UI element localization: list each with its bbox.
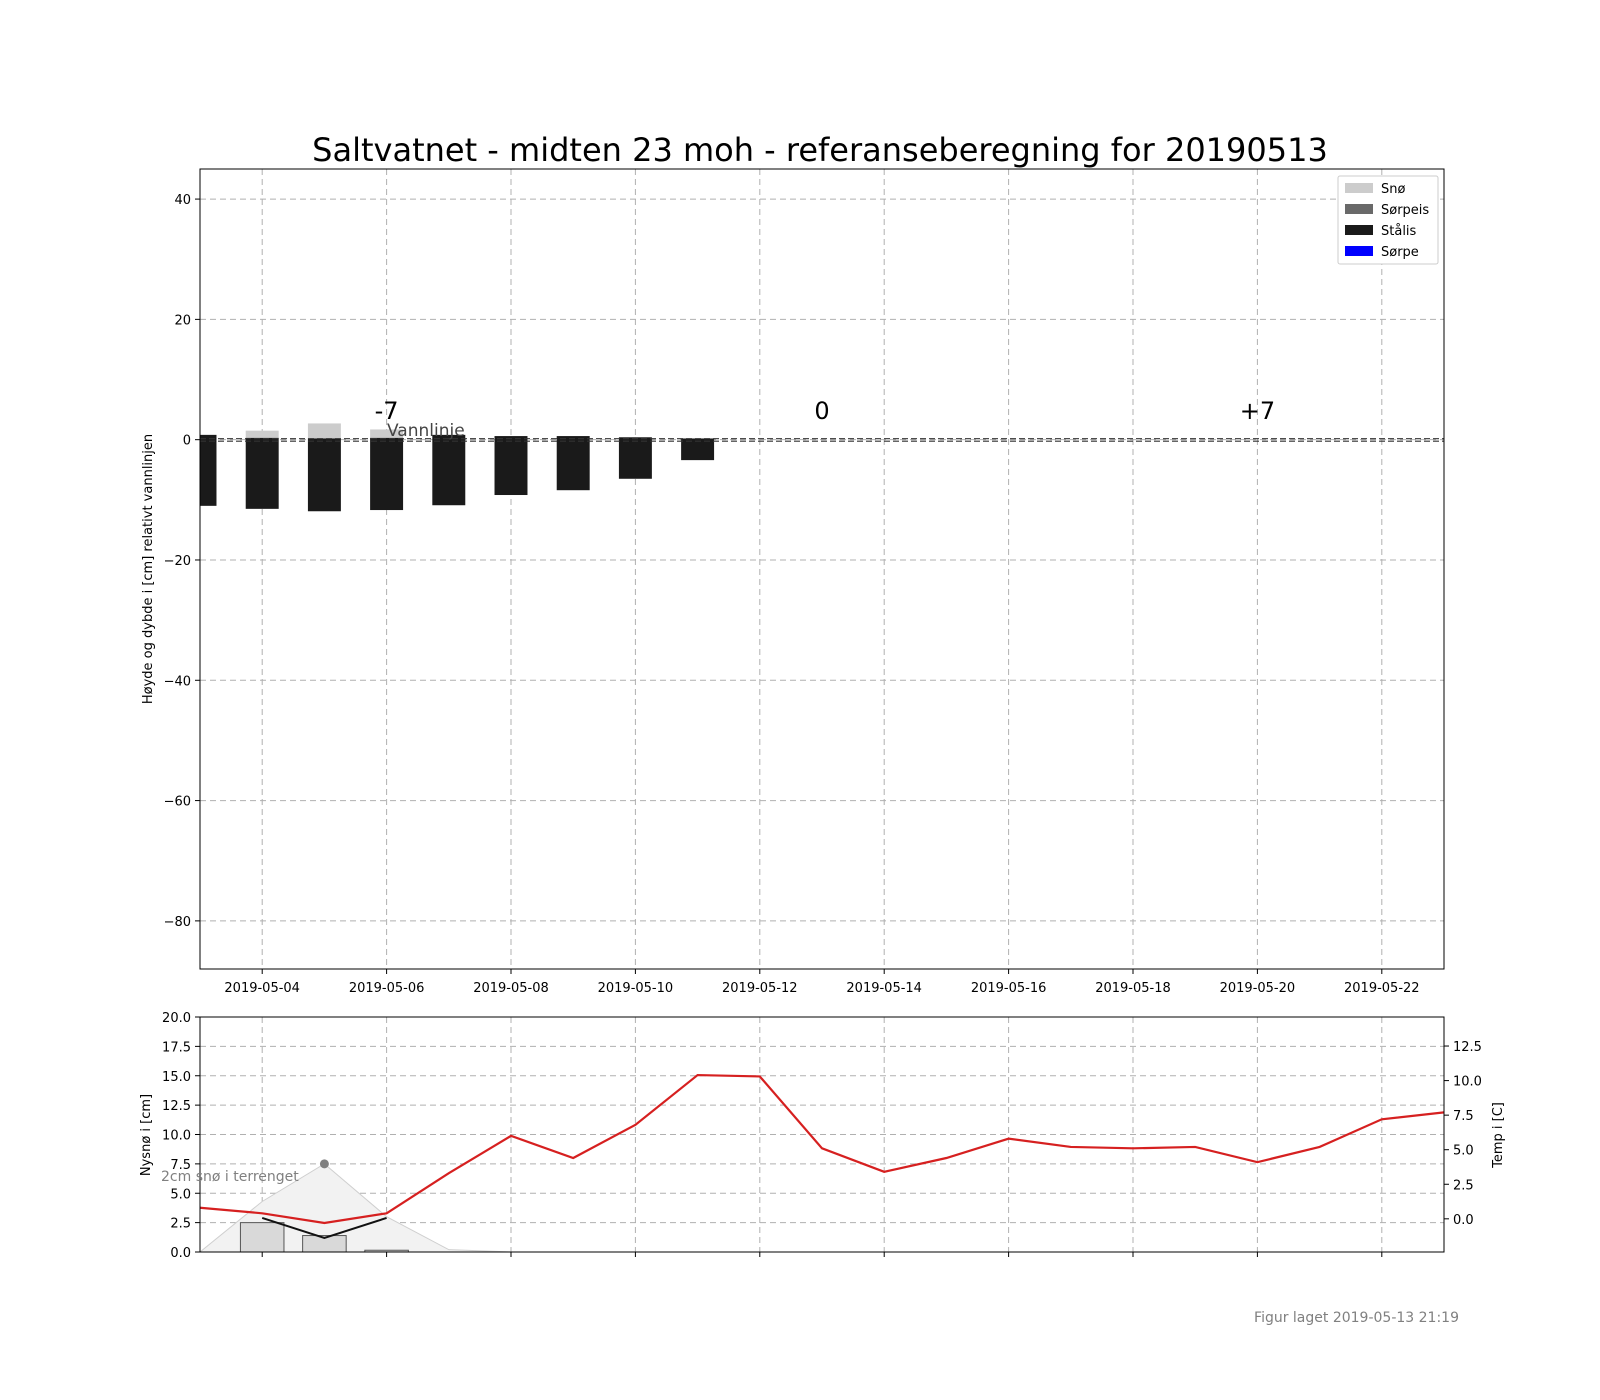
ice-bar xyxy=(432,434,466,506)
period-label: -7 xyxy=(375,397,399,425)
bottom-y-tick-label: 10.0 xyxy=(162,1129,191,1144)
top-x-tick-label: 2019-05-04 xyxy=(224,981,300,996)
top-x-tick-label: 2019-05-08 xyxy=(473,981,549,996)
snow-bar xyxy=(307,423,341,439)
top-y-ticks: 40 20 0 −20 −40 −60 −80 xyxy=(164,193,200,930)
period-labels: -7 0 +7 xyxy=(375,397,1275,425)
bottom-y-axis-label: Nysnø i [cm] xyxy=(139,1094,154,1176)
top-y-tick-label: 20 xyxy=(174,313,191,328)
snow-annotation: 2cm snø i terrenget xyxy=(161,1169,299,1185)
ice-bar xyxy=(307,438,341,512)
temperature-line xyxy=(199,1073,1445,1225)
bottom-x-ticks xyxy=(261,1252,1383,1257)
top-bars xyxy=(200,423,715,512)
ice-bar xyxy=(200,434,217,506)
bottom-right-y-axis-label: Temp i [C] xyxy=(1491,1102,1506,1169)
new-snow-bar xyxy=(239,1222,285,1253)
period-label: 0 xyxy=(814,397,829,425)
snow-bar xyxy=(370,429,404,438)
top-y-tick-label: 40 xyxy=(174,193,191,208)
period-label: +7 xyxy=(1240,397,1275,425)
bottom-y-tick-label: 2.5 xyxy=(170,1217,191,1232)
top-x-tick-label: 2019-05-06 xyxy=(349,981,425,996)
top-grid xyxy=(200,169,1444,969)
ice-bar xyxy=(370,437,404,511)
top-x-tick-label: 2019-05-18 xyxy=(1095,981,1171,996)
top-x-tick-label: 2019-05-14 xyxy=(846,981,922,996)
top-x-tick-label: 2019-05-16 xyxy=(971,981,1047,996)
snow-bar xyxy=(245,430,279,438)
black-line xyxy=(261,1216,387,1239)
legend-swatch xyxy=(1345,246,1373,256)
ice-bar xyxy=(494,436,528,496)
bottom-y-tick-label: 5.0 xyxy=(170,1187,191,1202)
bottom-y-tick-label: 20.0 xyxy=(162,1011,191,1026)
bottom-right-y-tick-label: 7.5 xyxy=(1453,1109,1474,1124)
ice-bar xyxy=(245,437,279,509)
top-x-tick-label: 2019-05-12 xyxy=(722,981,798,996)
legend-swatch xyxy=(1345,225,1373,235)
bottom-y-tick-label: 0.0 xyxy=(170,1246,191,1261)
top-x-tick-label: 2019-05-22 xyxy=(1344,981,1420,996)
top-y-tick-label: 0 xyxy=(183,434,191,449)
bottom-y-tick-label: 12.5 xyxy=(162,1099,191,1114)
top-x-tick-label: 2019-05-20 xyxy=(1220,981,1296,996)
top-y-tick-label: −40 xyxy=(164,674,191,689)
ice-bar xyxy=(556,436,590,491)
bottom-y-tick-label: 15.0 xyxy=(162,1070,191,1085)
top-y-axis-label: Høyde og dybde i [cm] relativt vannlinje… xyxy=(141,434,156,704)
top-x-tick-label: 2019-05-10 xyxy=(598,981,674,996)
bottom-y-tick-label: 17.5 xyxy=(162,1040,191,1055)
waterline-label: Vannlinje xyxy=(387,421,465,441)
top-y-tick-label: −60 xyxy=(164,795,191,810)
chart-title: Saltvatnet - midten 23 moh - referansebe… xyxy=(312,131,1328,169)
snow-depth-marker xyxy=(319,1159,329,1169)
bottom-left-y-ticks: 0.0 2.5 5.0 7.5 10.0 12.5 15.0 17.5 20.0 xyxy=(162,1011,200,1261)
bottom-right-y-tick-label: 0.0 xyxy=(1453,1213,1474,1228)
bottom-right-y-tick-label: 2.5 xyxy=(1453,1178,1474,1193)
legend: Snø Sørpeis Stålis Sørpe xyxy=(1337,175,1439,265)
bottom-right-y-tick-label: 5.0 xyxy=(1453,1144,1474,1159)
top-plot-frame xyxy=(199,168,1445,970)
ice-bar xyxy=(681,438,715,461)
legend-label: Snø xyxy=(1381,182,1405,197)
bottom-series xyxy=(198,1073,1445,1253)
footer-timestamp: Figur laget 2019-05-13 21:19 xyxy=(1254,1310,1459,1326)
legend-swatch xyxy=(1345,204,1373,214)
top-y-tick-label: −80 xyxy=(164,915,191,930)
legend-box xyxy=(1337,175,1439,265)
legend-label: Sørpe xyxy=(1381,245,1419,260)
top-x-ticks: 2019-05-04 2019-05-06 2019-05-08 2019-05-10… xyxy=(224,969,1420,996)
waterline xyxy=(200,438,1444,442)
ice-bar xyxy=(618,437,652,479)
bottom-y-tick-label: 7.5 xyxy=(170,1158,191,1173)
top-y-tick-label: −20 xyxy=(164,554,191,569)
legend-label: Sørpeis xyxy=(1381,203,1429,218)
bottom-right-y-ticks: 0.0 2.5 5.0 7.5 10.0 12.5 xyxy=(1444,1040,1482,1228)
legend-swatch xyxy=(1345,183,1373,193)
bottom-right-y-tick-label: 10.0 xyxy=(1453,1075,1482,1090)
legend-label: Stålis xyxy=(1381,224,1417,239)
bottom-right-y-tick-label: 12.5 xyxy=(1453,1040,1482,1055)
